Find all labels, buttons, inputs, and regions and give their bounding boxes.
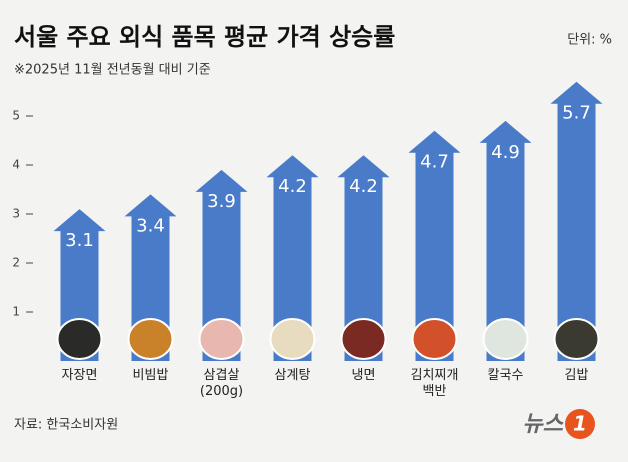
logo-circle (565, 409, 595, 439)
y-tick-label: 5 (12, 109, 20, 123)
bar (479, 120, 532, 362)
x-tick-label: 냉면 (351, 368, 376, 383)
x-tick-label: 삼겹살 (200g) (199, 368, 244, 399)
y-tick-label: 1 (12, 305, 20, 319)
value-label: 4.2 (349, 176, 378, 197)
food-image (482, 318, 529, 360)
value-label: 3.4 (136, 215, 165, 236)
value-label: 5.7 (562, 103, 591, 124)
x-tick-label: 자장면 (61, 368, 98, 383)
bar (550, 81, 603, 361)
bar (266, 155, 319, 361)
food-image (56, 318, 103, 360)
bar (195, 169, 248, 361)
x-tick-label: 비빔밥 (132, 368, 169, 383)
value-label: 4.7 (420, 152, 449, 173)
source: 자료: 한국소비자원 (14, 418, 118, 433)
x-tick-label: 김치찌개 백반 (410, 368, 459, 399)
y-tick-label: 4 (12, 158, 20, 172)
food-image (269, 318, 316, 360)
value-label: 4.9 (491, 142, 520, 163)
logo-number: 1 (573, 412, 587, 436)
subtitle: ※2025년 11월 전년동월 대비 기준 (14, 63, 211, 78)
bar (124, 194, 177, 361)
unit-label: 단위: % (567, 33, 612, 48)
food-image (411, 318, 458, 360)
x-tick-label: 김밥 (564, 368, 589, 383)
value-label: 3.9 (207, 191, 236, 212)
food-image (340, 318, 387, 360)
y-tick-label: 3 (12, 207, 20, 221)
food-image (553, 318, 600, 360)
bar (408, 130, 461, 361)
value-label: 3.1 (65, 230, 94, 251)
x-tick-label: 칼국수 (487, 368, 524, 383)
food-image (198, 318, 245, 360)
value-label: 4.2 (278, 176, 307, 197)
x-tick-label: 삼계탕 (274, 368, 311, 383)
bar (337, 155, 390, 361)
food-image (127, 318, 174, 360)
chart-title: 서울 주요 외식 품목 평균 가격 상승률 (14, 23, 395, 51)
logo-text: 뉴스 (523, 412, 565, 437)
y-tick-label: 2 (12, 256, 20, 270)
